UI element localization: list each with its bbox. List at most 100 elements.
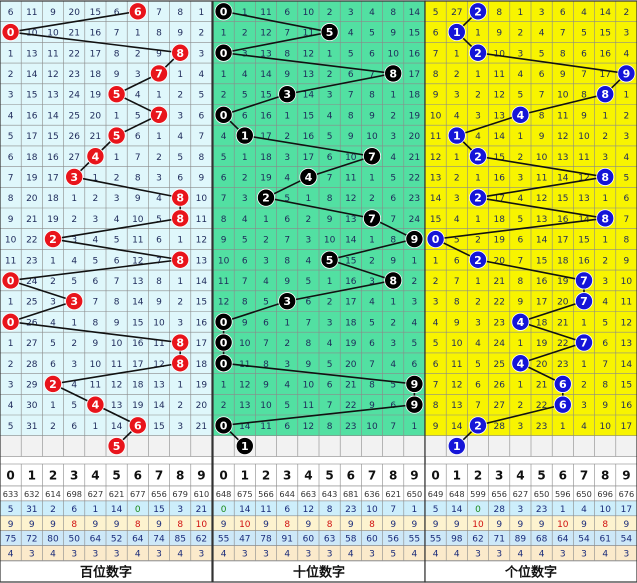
cell-value: 11: [47, 49, 58, 59]
cell-value: 20: [26, 194, 38, 204]
draw-ball: [553, 395, 572, 414]
stat-value: 9: [50, 520, 56, 530]
panel-title: 十位数字: [293, 565, 345, 581]
draw-ball: [171, 250, 190, 269]
draw-ball: [107, 85, 126, 104]
stat-value: 9: [29, 520, 35, 530]
stat-value: 23: [345, 505, 356, 515]
draw-ball-label: 8: [601, 212, 609, 225]
cell-value: 17: [345, 298, 356, 308]
cell-value: 6: [327, 153, 333, 163]
draw-ball-label: 4: [92, 150, 100, 163]
stat-value: 5: [433, 505, 439, 515]
cell-value: 9: [8, 215, 14, 225]
stat-value: 621: [109, 489, 125, 499]
cell-value: 5: [433, 8, 439, 18]
cell-value: 6: [539, 70, 545, 80]
cell-value: 21: [68, 29, 79, 39]
cell-value: 15: [621, 380, 632, 390]
stat-value: 68: [536, 535, 548, 545]
draw-ball: [149, 64, 168, 83]
cell-value: 6: [263, 318, 269, 328]
stat-value: 610: [194, 489, 210, 499]
cell-value: 11: [430, 132, 441, 142]
cell-value: 7: [602, 360, 608, 370]
stat-value: 650: [534, 489, 550, 499]
cell-value: 9: [433, 422, 439, 432]
cell-value: 1: [369, 173, 375, 183]
stat-value: 677: [130, 489, 146, 499]
cell-value: 6: [306, 298, 312, 308]
digit-header: 8: [601, 469, 609, 483]
cell-value: 10: [90, 360, 102, 370]
cell-value: 8: [114, 49, 120, 59]
cell-value: 12: [260, 29, 271, 39]
stat-value: 7: [390, 505, 396, 515]
stat-value: 47: [239, 535, 250, 545]
cell-value: 16: [260, 111, 272, 121]
stat-value: 71: [493, 535, 504, 545]
cell-value: 5: [475, 360, 481, 370]
draw-ball-label: 2: [474, 150, 482, 163]
draw-ball-label: 7: [155, 109, 163, 122]
cell-value: 2: [602, 256, 608, 266]
cell-value: 11: [5, 256, 16, 266]
draw-ball: [447, 437, 466, 456]
cell-value: 2: [177, 298, 183, 308]
cell-value: 6: [114, 256, 120, 266]
cell-value: 1: [199, 8, 205, 18]
cell-value: 20: [536, 360, 548, 370]
draw-ball: [171, 333, 190, 352]
stat-value: 1: [560, 505, 566, 515]
cell-value: 2: [454, 173, 460, 183]
cell-value: 9: [496, 29, 502, 39]
cell-value: 5: [518, 215, 524, 225]
cell-value: 19: [536, 339, 548, 349]
draw-ball-label: 4: [517, 316, 525, 329]
stat-value: 9: [539, 520, 545, 530]
cell-value: 12: [303, 422, 314, 432]
cell-value: 16: [303, 132, 315, 142]
stat-value: 89: [515, 535, 527, 545]
stat-value: 4: [602, 550, 608, 560]
stat-value: 98: [451, 535, 463, 545]
draw-ball: [107, 126, 126, 145]
cell-value: 3: [475, 318, 481, 328]
cell-value: 6: [8, 153, 14, 163]
cell-value: 16: [345, 277, 357, 287]
draw-ball: [405, 374, 424, 393]
cell-value: 14: [26, 70, 38, 80]
cell-value: 13: [557, 153, 568, 163]
cell-value: 1: [8, 298, 14, 308]
stat-value: 4: [135, 550, 141, 560]
cell-value: 9: [177, 29, 183, 39]
cell-value: 7: [114, 29, 120, 39]
cell-value: 4: [71, 256, 77, 266]
draw-ball: [405, 395, 424, 414]
cell-value: 23: [345, 422, 356, 432]
stat-value: 64: [90, 535, 102, 545]
cell-value: 5: [518, 91, 524, 101]
stat-value: 621: [385, 489, 401, 499]
stat-value: 10: [239, 520, 251, 530]
cell-value: 6: [518, 236, 524, 246]
stat-value: 9: [93, 520, 99, 530]
cell-value: 13: [303, 70, 314, 80]
draw-ball-label: 7: [368, 212, 376, 225]
cell-value: 1: [624, 91, 630, 101]
draw-ball-label: 9: [411, 233, 419, 246]
cell-value: 9: [156, 298, 162, 308]
cell-value: 3: [327, 318, 333, 328]
cell-value: 11: [218, 277, 229, 287]
cell-value: 7: [518, 256, 524, 266]
cell-value: 14: [557, 173, 569, 183]
cell-value: 17: [90, 49, 101, 59]
cell-value: 12: [621, 318, 632, 328]
stat-value: 9: [518, 520, 524, 530]
cell-value: 2: [602, 132, 608, 142]
stat-value: 9: [454, 520, 460, 530]
draw-ball-label: 7: [368, 150, 376, 163]
stat-value: 9: [156, 520, 162, 530]
cell-value: 6: [348, 70, 354, 80]
cell-value: 7: [114, 277, 120, 287]
